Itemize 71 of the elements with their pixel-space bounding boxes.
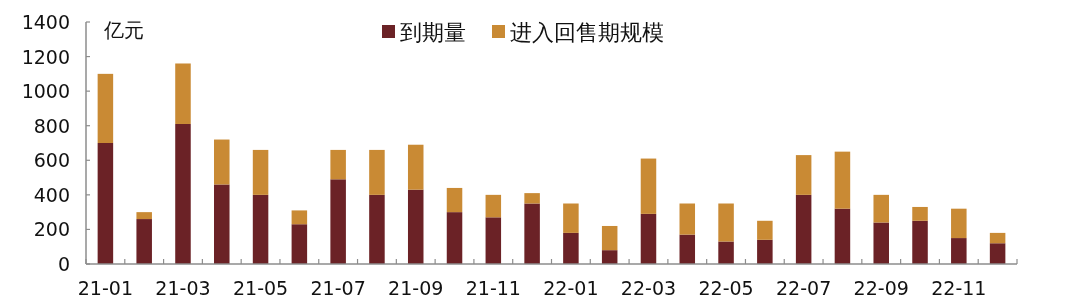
bar	[446, 212, 463, 264]
y-tick-label: 1400	[21, 11, 70, 33]
x-tick-label: 21-01	[77, 277, 134, 299]
bar	[291, 224, 308, 264]
bar	[679, 234, 696, 264]
bar	[563, 232, 579, 264]
x-tick-label: 21-09	[388, 277, 444, 299]
x-tick-label: 22-05	[698, 277, 754, 299]
bar	[757, 239, 773, 264]
bar	[291, 210, 308, 225]
bar	[563, 203, 579, 233]
bar	[912, 206, 928, 221]
bar	[718, 203, 734, 242]
bar	[912, 220, 928, 264]
bar	[407, 189, 424, 264]
bar	[524, 193, 540, 204]
x-tick-label: 22-11	[931, 277, 987, 299]
y-tick-label: 400	[33, 183, 70, 206]
bar	[175, 123, 191, 264]
x-tick-label: 22-01	[543, 277, 599, 299]
bar	[136, 212, 152, 220]
bar	[369, 149, 385, 195]
bar	[989, 232, 1006, 244]
x-tick-label: 21-11	[465, 277, 521, 299]
legend-label: 进入回售期规模	[510, 20, 664, 45]
bar	[951, 238, 967, 264]
bar	[795, 155, 812, 195]
y-axis-title: 亿元	[103, 18, 144, 42]
bar	[640, 158, 657, 214]
bar	[524, 203, 540, 264]
bar	[951, 208, 967, 239]
bar	[601, 225, 618, 251]
bar	[485, 217, 502, 264]
bar	[369, 194, 385, 264]
bar	[873, 222, 889, 264]
bar	[214, 139, 230, 185]
x-tick-label: 21-05	[232, 277, 289, 299]
bar	[795, 194, 812, 264]
bar	[330, 149, 346, 180]
bar	[757, 220, 773, 240]
y-tick-label: 1200	[21, 45, 70, 68]
bar	[252, 149, 269, 195]
bar	[679, 203, 696, 235]
y-tick-label: 0	[57, 253, 70, 275]
bar	[446, 187, 463, 213]
x-tick-label: 22-09	[853, 277, 909, 299]
bar	[407, 144, 424, 190]
bar	[601, 250, 618, 264]
x-tick-label: 22-03	[620, 277, 677, 299]
legend-label: 到期量	[400, 20, 466, 45]
y-tick-label: 800	[33, 114, 70, 137]
bar	[175, 63, 191, 124]
bar	[330, 179, 346, 264]
bar	[834, 151, 851, 209]
bar	[640, 213, 657, 264]
bar	[834, 208, 851, 264]
bar	[989, 243, 1006, 264]
bar	[97, 143, 114, 264]
x-tick-label: 21-03	[155, 277, 211, 299]
y-tick-label: 1000	[21, 80, 70, 103]
bar	[873, 194, 889, 223]
bar	[97, 73, 114, 143]
y-tick-label: 200	[33, 218, 70, 241]
bar	[252, 194, 269, 264]
x-tick-label: 22-07	[776, 277, 832, 299]
x-tick-label: 21-07	[310, 277, 366, 299]
y-tick-label: 600	[33, 149, 70, 172]
bar	[214, 184, 230, 264]
bar	[485, 194, 502, 218]
bar	[136, 219, 152, 264]
bar	[718, 241, 734, 264]
